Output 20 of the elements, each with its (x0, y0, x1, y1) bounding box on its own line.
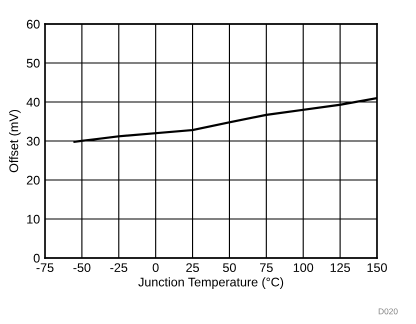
y-tick-label: 30 (26, 136, 40, 146)
y-tick-label: 60 (26, 20, 40, 29)
text: D020 (378, 308, 398, 314)
x-tick-label: -50 (73, 263, 90, 272)
x-tick-label: 25 (186, 263, 199, 272)
y-tick-label: 10 (27, 214, 40, 224)
x-tick-label: 50 (222, 263, 236, 272)
x-tick-label: 0 (152, 263, 159, 272)
y-axis-title: Offset (mV) (9, 110, 21, 172)
x-tick-label: -75 (36, 263, 54, 272)
x-tick-label: 100 (294, 263, 314, 272)
y-tick-label: 0 (34, 254, 40, 263)
y-tick-label: 40 (26, 98, 40, 107)
x-tick-label: 75 (260, 263, 273, 272)
y-tick-label: 50 (26, 58, 40, 68)
x-axis-title: Junction Temperature (°C) (138, 277, 284, 289)
x-tick-label: 125 (330, 263, 350, 272)
y-tick-label: 20 (26, 176, 40, 185)
x-tick-label: -25 (110, 263, 128, 272)
x-tick-label: 150 (368, 263, 387, 272)
